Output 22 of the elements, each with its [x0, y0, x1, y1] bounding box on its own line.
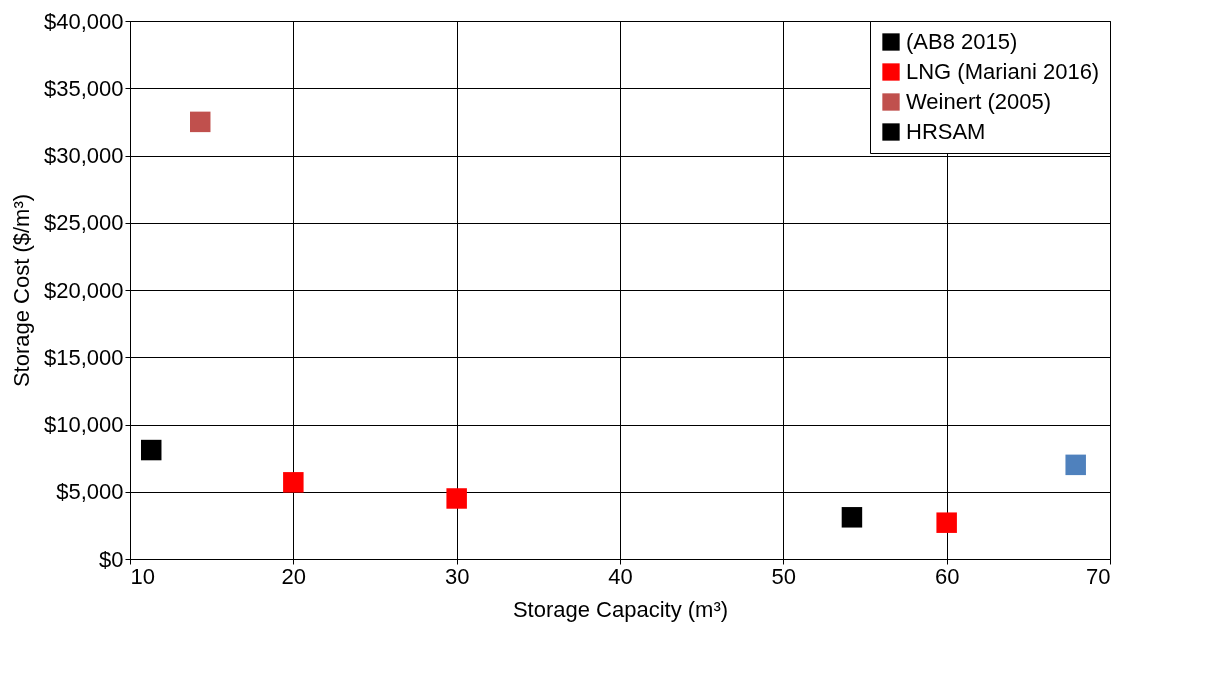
x-tick-label: 30 — [444, 563, 470, 589]
x-tick-label: 20 — [281, 563, 307, 589]
y-tick-label: $15,000 — [43, 344, 124, 370]
legend-label: (AB8 2015) — [906, 29, 1018, 54]
y-tick-label: $20,000 — [43, 277, 124, 303]
x-axis-title: Storage Capacity (m³) — [512, 596, 729, 622]
y-tick-label: $25,000 — [43, 210, 124, 236]
x-tick-label: 50 — [771, 563, 797, 589]
x-tick-label: 40 — [608, 563, 633, 589]
x-tick-label: 10 — [130, 563, 155, 589]
y-tick-label: $40,000 — [43, 8, 124, 34]
y-tick-label: $0 — [99, 546, 124, 572]
y-axis-title: Storage Cost ($/m³) — [8, 193, 34, 388]
legend-label: HRSAM — [906, 119, 986, 144]
y-tick-label: $30,000 — [43, 143, 124, 168]
y-tick-label: $5,000 — [56, 479, 124, 505]
x-tick-label: 70 — [1086, 563, 1111, 589]
x-tick-label: 60 — [934, 563, 960, 589]
legend-label: Weinert (2005) — [906, 89, 1052, 114]
legend-label: LNG (Mariani 2016) — [906, 59, 1100, 84]
y-tick-label: $35,000 — [43, 75, 124, 101]
y-tick-label: $10,000 — [43, 412, 124, 437]
